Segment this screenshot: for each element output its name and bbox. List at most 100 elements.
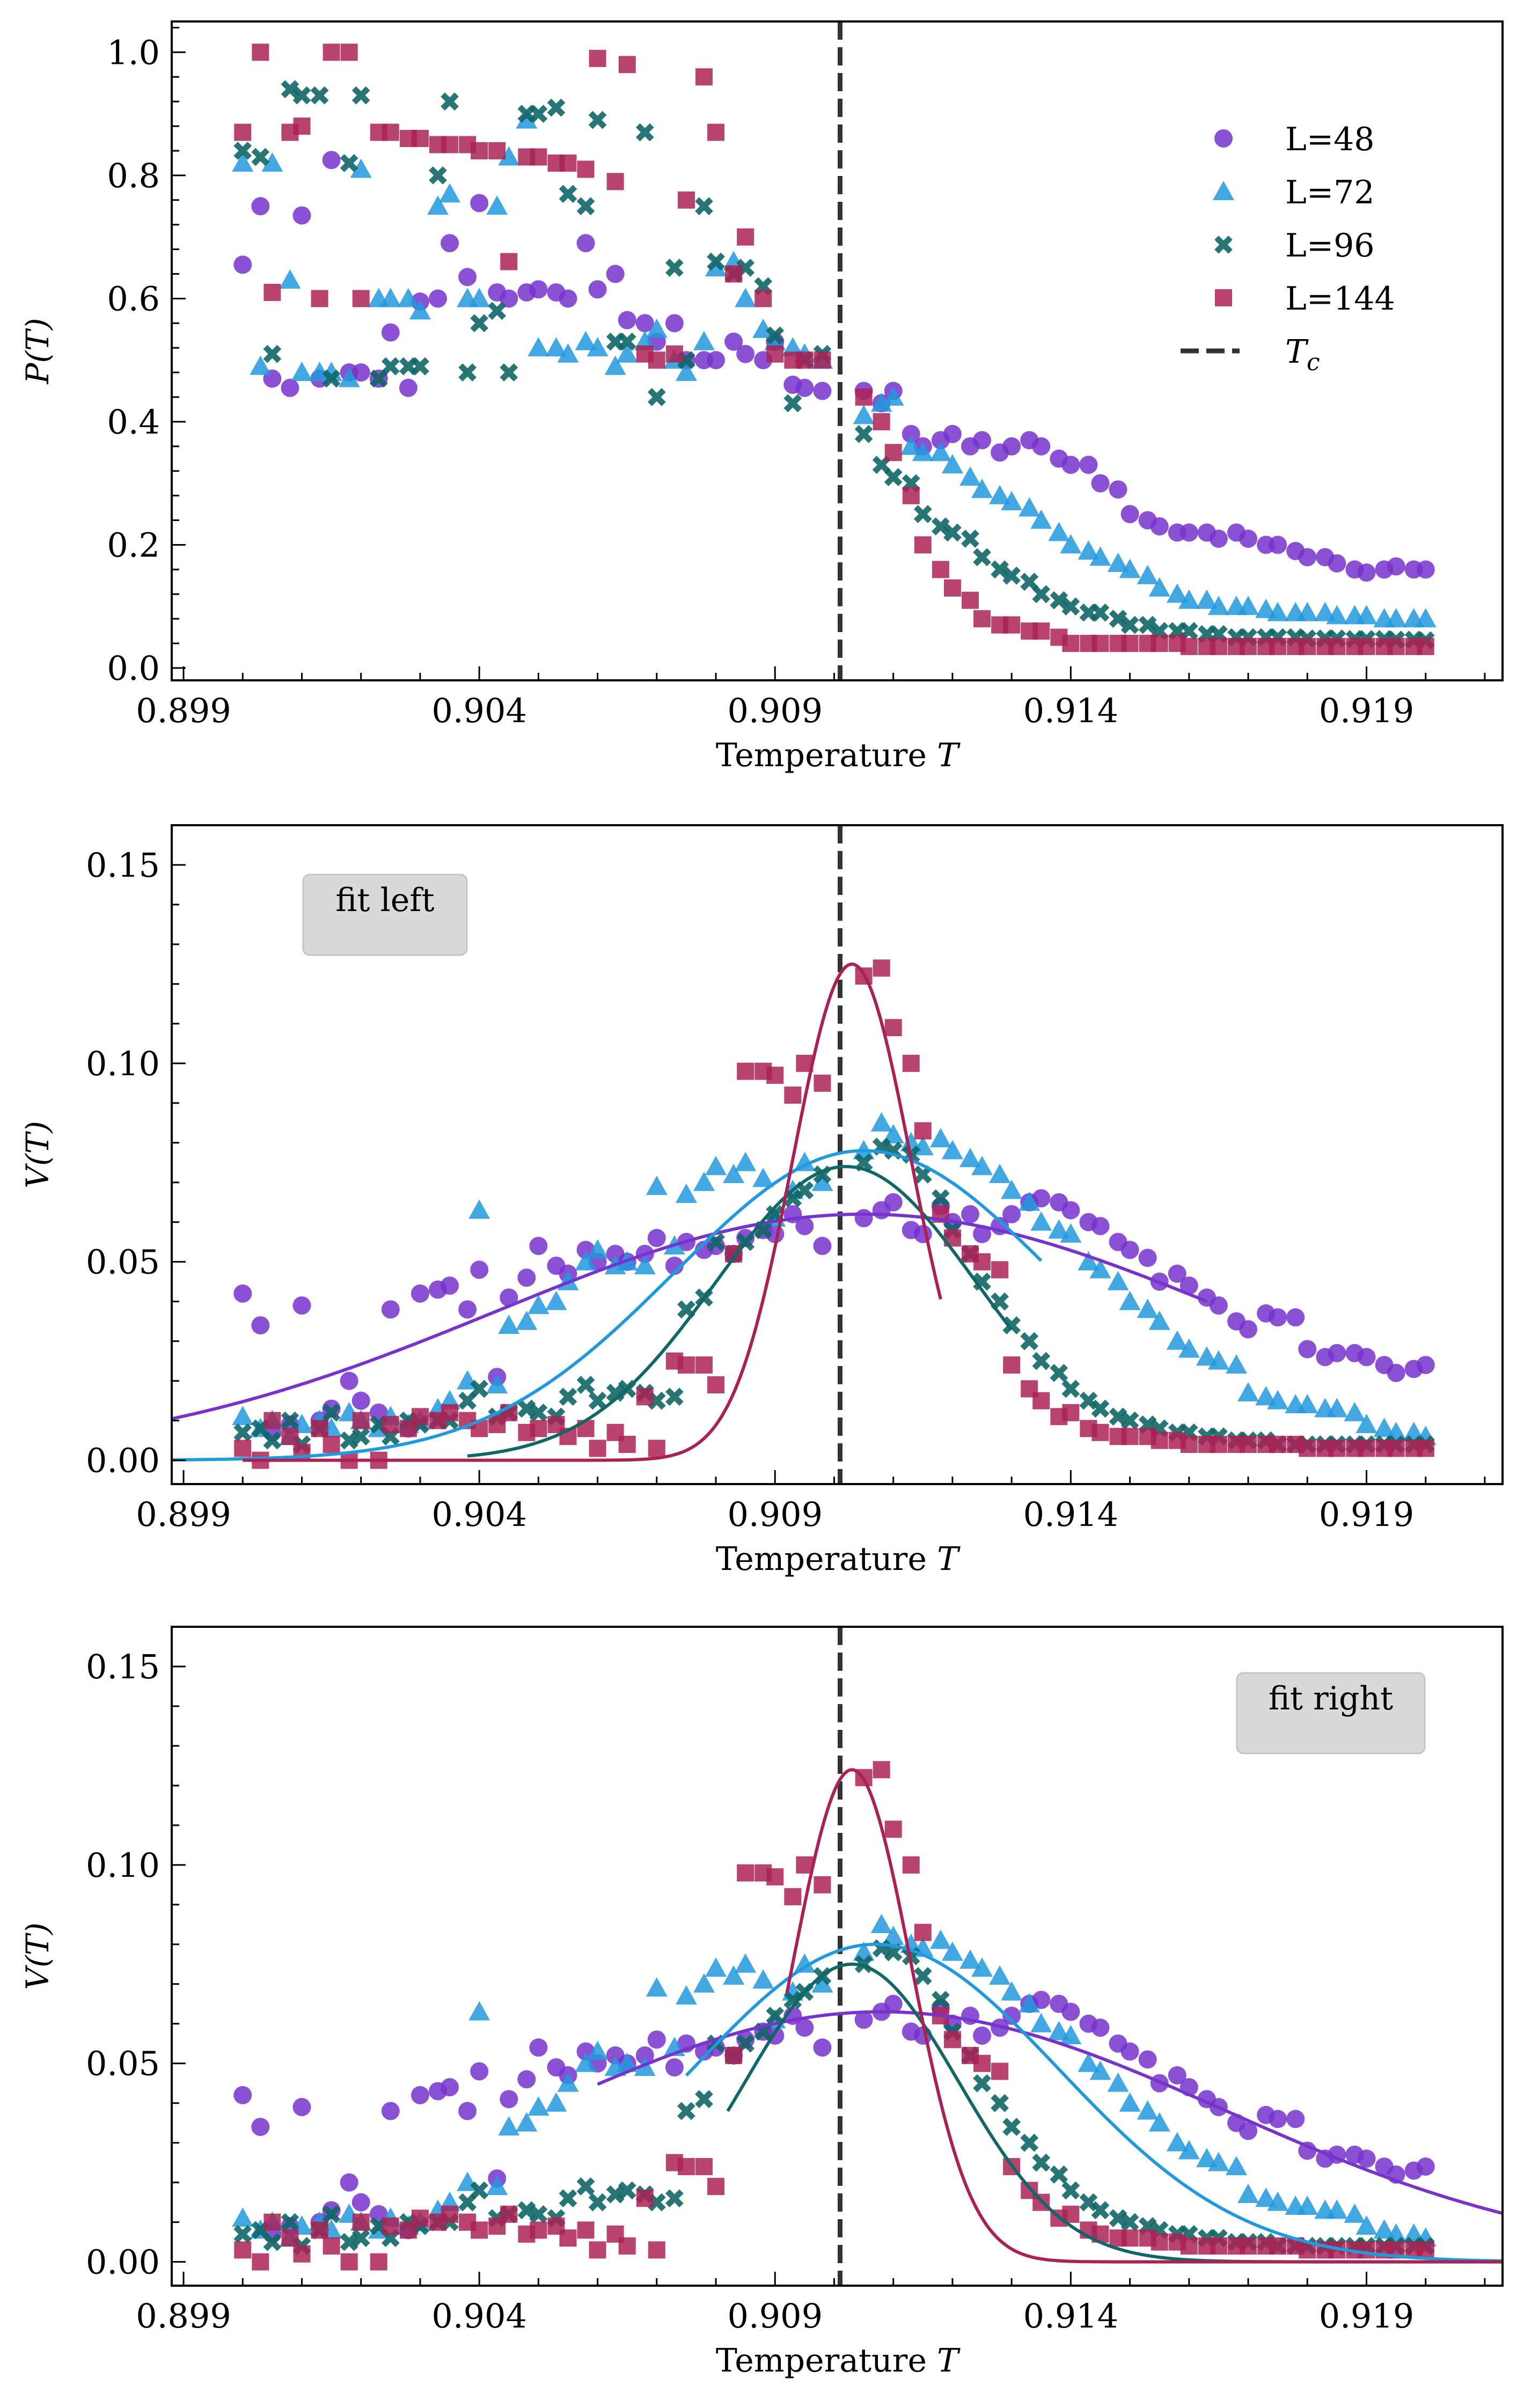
point: [470, 314, 489, 333]
point: [322, 369, 341, 388]
point: [1120, 615, 1139, 634]
fit-curve: [243, 962, 942, 1462]
point: [351, 86, 370, 105]
point: [932, 517, 950, 535]
point: [1179, 1276, 1198, 1295]
point: [1091, 635, 1109, 652]
point: [870, 392, 892, 412]
point: [723, 1965, 745, 1985]
y-tick-label: 0.00: [86, 1441, 160, 1480]
point: [575, 2052, 597, 2072]
point: [1326, 605, 1348, 625]
point: [991, 2062, 1009, 2080]
point: [932, 1991, 950, 2009]
point: [766, 1067, 784, 1084]
point: [382, 123, 399, 141]
point: [340, 1431, 358, 1450]
point: [636, 2190, 654, 2207]
annotation-box: fit left: [302, 873, 468, 956]
point: [340, 2233, 358, 2251]
point: [1416, 1356, 1435, 1375]
point: [854, 425, 873, 443]
point: [458, 2102, 477, 2120]
point: [234, 2241, 252, 2259]
point: [1050, 591, 1068, 610]
point: [1298, 2141, 1317, 2160]
x-tick-label: 0.914: [1023, 2296, 1119, 2336]
point: [991, 1261, 1009, 1279]
point: [263, 283, 281, 301]
point: [795, 1217, 814, 1236]
point: [517, 2070, 536, 2089]
point: [577, 2221, 595, 2239]
point: [737, 1864, 754, 1882]
point: [233, 2225, 252, 2243]
point: [618, 1436, 636, 1453]
point: [1387, 557, 1405, 576]
point: [665, 345, 683, 363]
point: [1109, 2209, 1127, 2228]
point: [498, 146, 520, 166]
point: [1237, 1382, 1259, 1401]
point: [962, 591, 979, 609]
point: [589, 1440, 606, 1457]
x-tick-label: 0.899: [136, 691, 231, 730]
point: [1137, 1298, 1159, 1318]
fit-curve: [685, 1942, 1503, 2263]
point: [322, 151, 341, 170]
point: [1240, 637, 1257, 655]
point: [370, 2253, 387, 2271]
point: [695, 1356, 713, 1374]
point: [1269, 637, 1287, 655]
point: [382, 2218, 399, 2235]
point: [1061, 1379, 1080, 1398]
point: [707, 252, 725, 271]
point: [529, 2205, 548, 2223]
point: [811, 1973, 833, 1993]
point: [884, 444, 902, 461]
point: [1030, 509, 1052, 529]
point: [854, 2010, 873, 2029]
point: [1296, 2196, 1318, 2215]
point: [281, 378, 299, 397]
point: [795, 2018, 814, 2037]
point: [1062, 635, 1080, 652]
point: [932, 1189, 950, 1208]
point: [529, 1237, 548, 1256]
point: [1032, 1991, 1051, 2009]
point: [1207, 596, 1229, 615]
point: [381, 1300, 400, 1319]
point: [589, 2241, 606, 2259]
point: [1001, 1981, 1023, 2001]
point: [766, 345, 784, 363]
y-tick-label: 0.05: [86, 1243, 160, 1282]
point: [251, 1316, 270, 1335]
point: [340, 2253, 358, 2271]
point: [500, 253, 518, 270]
point: [409, 300, 431, 320]
legend-marker: [1215, 289, 1232, 306]
point: [1387, 637, 1405, 655]
point: [648, 351, 665, 369]
y-tick-label: 0.2: [107, 526, 160, 565]
point: [618, 2181, 636, 2200]
point: [646, 1176, 668, 1195]
point: [912, 442, 934, 461]
point: [458, 268, 477, 287]
point: [1417, 637, 1434, 655]
point: [1138, 615, 1157, 634]
point: [1107, 552, 1129, 572]
point: [588, 111, 607, 129]
point: [665, 2058, 684, 2077]
point: [1048, 2021, 1070, 2040]
fit-curve: [172, 1149, 1043, 1462]
legend-label: L=96: [1285, 227, 1374, 265]
point: [576, 197, 595, 216]
point: [1239, 2121, 1258, 2140]
point: [1373, 1418, 1395, 1437]
point: [311, 2221, 328, 2239]
point: [1050, 1363, 1068, 1382]
point: [1180, 2237, 1198, 2255]
point: [635, 2046, 654, 2065]
